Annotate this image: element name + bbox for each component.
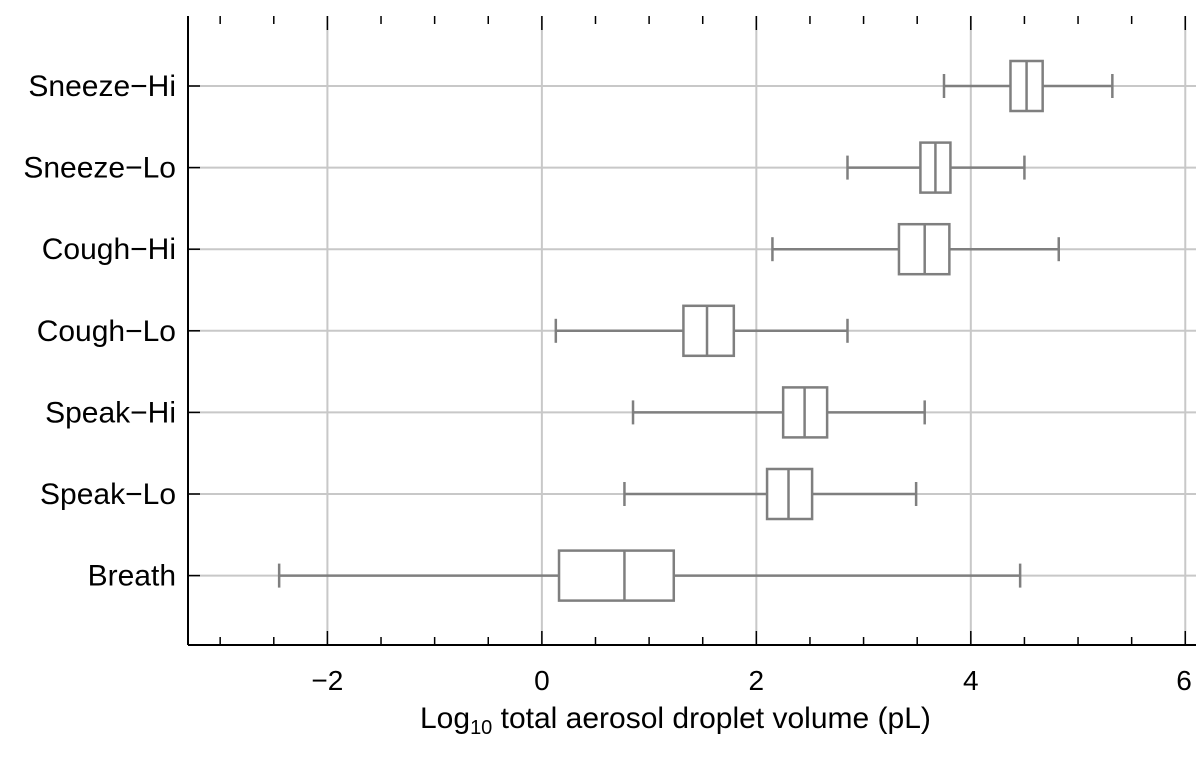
category-label: Speak−Hi [45, 396, 176, 429]
box-plot-5 [623, 467, 918, 521]
category-label: Sneeze−Lo [23, 152, 176, 185]
x-tick-label: 4 [963, 665, 979, 696]
interquartile-box [557, 549, 676, 602]
box-plot-3 [554, 304, 849, 358]
interquartile-box [682, 304, 736, 358]
box-plot-1 [846, 141, 1026, 194]
x-tick-label: 6 [1176, 665, 1192, 696]
category-label: Speak−Lo [40, 478, 176, 511]
x-axis-title-rest: total aerosol droplet volume (pL) [492, 702, 931, 735]
x-tick-label: 0 [534, 665, 550, 696]
x-axis-title-subscript: 10 [470, 717, 493, 739]
box-plot-2 [771, 222, 1060, 276]
x-axis-title: Log10 total aerosol droplet volume (pL) [420, 702, 980, 740]
box-plot-4 [631, 386, 926, 439]
box-plot-chart: Sneeze−Hi Sneeze−Lo Cough−Hi Cough−Lo Speak−… [23, 16, 1196, 696]
box-plot-0 [942, 59, 1114, 113]
category-label: Cough−Hi [42, 233, 176, 266]
axis-labels: Sneeze−Hi Sneeze−Lo Cough−Hi Cough−Lo Speak−… [23, 70, 1191, 696]
box-plot-6 [277, 549, 1022, 602]
category-label: Breath [88, 560, 176, 593]
category-label: Sneeze−Hi [28, 70, 176, 103]
x-tick-label: −2 [311, 665, 343, 696]
box-series [277, 59, 1114, 602]
x-tick-label: 2 [749, 665, 765, 696]
x-axis-title-prefix: Log [420, 702, 471, 735]
plot-frame [187, 16, 1196, 646]
category-label: Cough−Lo [37, 315, 176, 348]
